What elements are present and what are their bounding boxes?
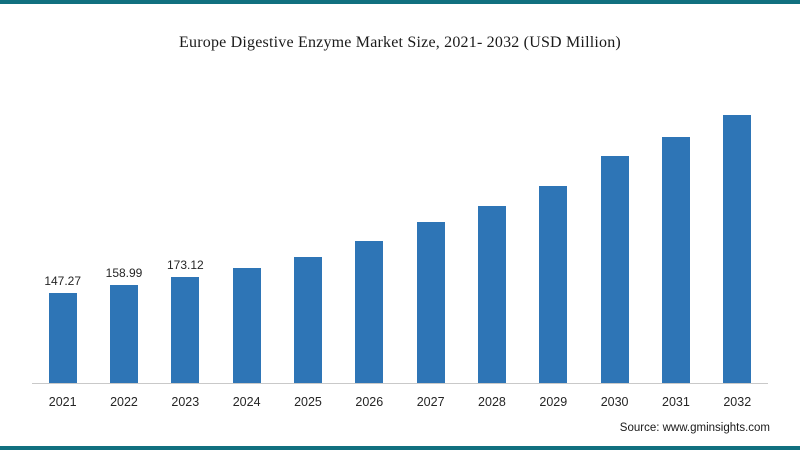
plot-area: 147.27 158.99 173.12 [32, 76, 768, 384]
source-note: Source: www.gminsights.com [619, 422, 770, 434]
x-axis-tick-label: 2032 [723, 395, 752, 409]
x-axis-tick-label: 2029 [539, 395, 568, 409]
bar-value-label: 147.27 [44, 274, 82, 288]
bar [48, 293, 77, 383]
x-axis-tick-label: 2027 [416, 395, 445, 409]
x-axis-tick-label: 2030 [600, 395, 629, 409]
bar-column [400, 76, 461, 383]
bar-column [216, 76, 277, 383]
bar [661, 137, 690, 383]
bar-value-label: 158.99 [105, 266, 143, 280]
x-axis-tick-label: 2024 [232, 395, 261, 409]
x-axis-tick-label: 2031 [662, 395, 690, 409]
bar [109, 285, 138, 383]
chart-title: Europe Digestive Enzyme Market Size, 202… [179, 34, 621, 51]
bar-value-label: 173.12 [166, 258, 204, 272]
bar-column [277, 76, 338, 383]
x-axis-tick-label: 2028 [478, 395, 506, 409]
bar [416, 222, 445, 383]
bar-column [523, 76, 584, 383]
bar-column [461, 76, 522, 383]
bar [477, 206, 506, 383]
bar-column [707, 76, 768, 383]
x-axis-tick-label: 2023 [171, 395, 200, 409]
bar [355, 241, 384, 383]
bar-column [339, 76, 400, 383]
x-axis-labels: 2021 2022 2023 2024 2025 2026 2027 2028 2029 2030… [32, 385, 768, 409]
bar [539, 186, 568, 383]
bar [171, 277, 200, 383]
bar [293, 257, 322, 383]
bar-column: 158.99 [93, 76, 154, 383]
bar-column: 147.27 [32, 76, 93, 383]
x-axis-tick-label: 2021 [48, 395, 77, 409]
bar-column: 173.12 [155, 76, 216, 383]
bar-column [584, 76, 645, 383]
x-axis-tick-label: 2022 [110, 395, 138, 409]
x-axis-tick-label: 2025 [294, 395, 322, 409]
bar [600, 156, 629, 383]
bar [232, 268, 261, 383]
x-axis-tick-label: 2026 [355, 395, 384, 409]
bar [723, 115, 752, 383]
bar-column [645, 76, 706, 383]
